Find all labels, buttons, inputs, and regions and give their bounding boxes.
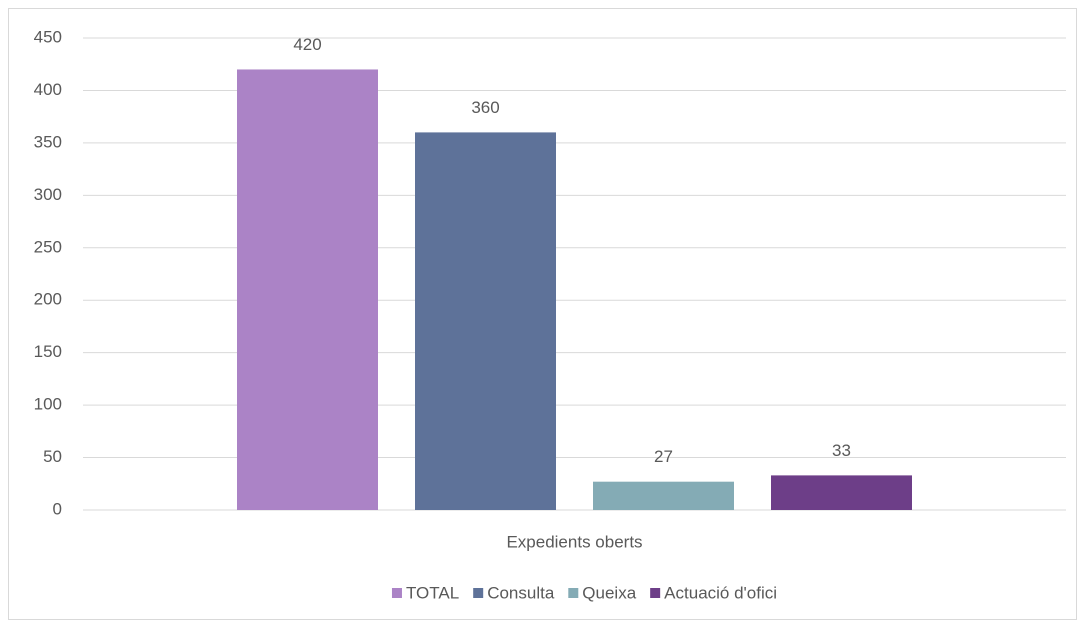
y-tick-label: 250 xyxy=(34,237,62,256)
legend-label: Actuació d'ofici xyxy=(664,583,777,602)
y-tick-label: 400 xyxy=(34,80,62,99)
bar xyxy=(415,132,556,510)
y-tick-label: 300 xyxy=(34,185,62,204)
legend-label: Queixa xyxy=(582,583,636,602)
y-tick-label: 100 xyxy=(34,395,62,414)
legend-label: TOTAL xyxy=(406,583,459,602)
bar xyxy=(237,69,378,510)
x-tick-label: Expedients oberts xyxy=(506,532,642,551)
legend-label: Consulta xyxy=(487,583,555,602)
y-tick-label: 200 xyxy=(34,290,62,309)
legend-swatch xyxy=(650,588,661,598)
data-label: 420 xyxy=(293,35,321,54)
data-label: 33 xyxy=(832,441,851,460)
data-label: 27 xyxy=(654,447,673,466)
y-tick-label: 450 xyxy=(34,27,62,46)
data-label: 360 xyxy=(471,98,499,117)
y-tick-label: 50 xyxy=(43,447,62,466)
y-tick-label: 350 xyxy=(34,132,62,151)
legend-swatch xyxy=(391,588,402,598)
legend-swatch xyxy=(568,588,579,598)
bar xyxy=(593,481,734,510)
legend-swatch xyxy=(473,588,484,598)
bar xyxy=(771,475,912,510)
y-tick-label: 0 xyxy=(53,499,62,518)
y-tick-label: 150 xyxy=(34,342,62,361)
